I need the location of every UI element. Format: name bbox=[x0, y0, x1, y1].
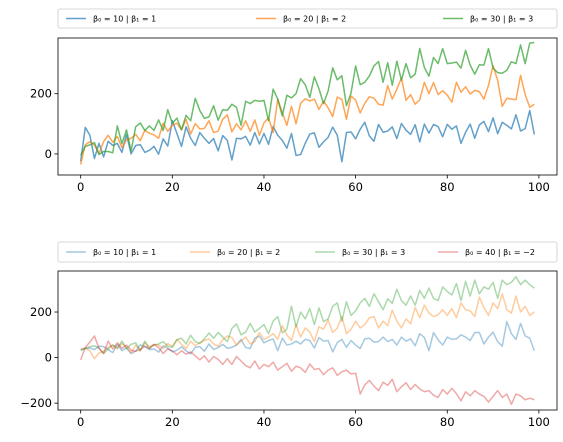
legend-box bbox=[57, 241, 558, 263]
x-tick-label: 80 bbox=[440, 415, 455, 429]
x-tick-label: 100 bbox=[528, 415, 550, 429]
legend-label: β₀ = 20 | β₁ = 2 bbox=[217, 248, 280, 257]
series-line-4 bbox=[79, 335, 535, 406]
axes-frame bbox=[57, 270, 558, 411]
legend-label: β₀ = 30 | β₁ = 3 bbox=[470, 15, 533, 24]
legend-label: β₀ = 20 | β₁ = 2 bbox=[283, 15, 346, 24]
y-tick-label: −200 bbox=[20, 396, 52, 410]
x-tick-label: 40 bbox=[257, 180, 272, 194]
series-line-3 bbox=[80, 41, 535, 156]
axes-frame bbox=[57, 37, 558, 176]
x-tick-label: 20 bbox=[165, 415, 180, 429]
chart-top: 0 20 40 60 80 100 0 200 β₀ = 10 | β₁ = 1 β₀ = 20 … bbox=[30, 8, 558, 194]
series-line-2 bbox=[79, 64, 535, 165]
legend-box bbox=[57, 8, 558, 29]
y-tick-label: 0 bbox=[45, 351, 52, 365]
legend-label: β₀ = 10 | β₁ = 1 bbox=[93, 15, 156, 24]
series-line-1 bbox=[79, 109, 536, 163]
x-tick-label: 60 bbox=[348, 415, 363, 429]
legend-label: β₀ = 10 | β₁ = 1 bbox=[93, 248, 156, 257]
y-tick-label: 200 bbox=[30, 87, 52, 101]
x-tick-label: 0 bbox=[77, 180, 84, 194]
chart-bottom: 0 20 40 60 80 100 −200 0 200 β₀ = 10 | β₁ = 1 β₀ =… bbox=[20, 241, 558, 429]
x-tick-label: 40 bbox=[257, 415, 272, 429]
x-tick-label: 100 bbox=[528, 180, 550, 194]
x-tick-label: 60 bbox=[348, 180, 363, 194]
x-tick-label: 80 bbox=[440, 180, 455, 194]
legend-label: β₀ = 30 | β₁ = 3 bbox=[342, 248, 405, 257]
series-line-1 bbox=[80, 320, 536, 355]
series-line-2 bbox=[80, 293, 535, 360]
y-tick-label: 200 bbox=[30, 305, 52, 319]
x-tick-label: 20 bbox=[165, 180, 180, 194]
y-tick-label: 0 bbox=[45, 147, 52, 161]
legend-label: β₀ = 40 | β₁ = −2 bbox=[465, 248, 535, 257]
series-line-3 bbox=[80, 275, 535, 355]
x-tick-label: 0 bbox=[77, 415, 84, 429]
